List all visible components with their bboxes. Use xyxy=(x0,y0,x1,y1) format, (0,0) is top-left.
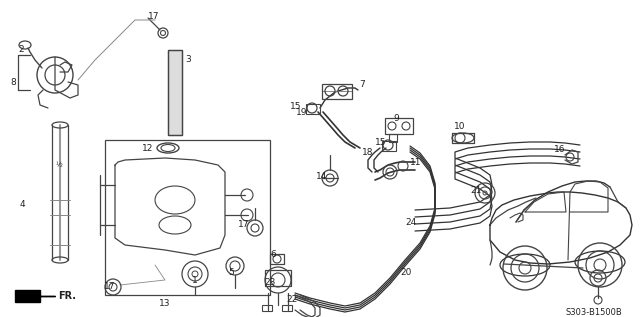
Text: 16: 16 xyxy=(554,145,566,154)
Text: 7: 7 xyxy=(359,80,365,89)
Text: 17: 17 xyxy=(104,282,115,291)
Text: 3: 3 xyxy=(185,55,191,64)
Text: 9: 9 xyxy=(393,114,399,123)
Text: ½: ½ xyxy=(56,162,63,168)
Polygon shape xyxy=(15,290,55,302)
Text: S303-B1500B: S303-B1500B xyxy=(565,308,621,317)
Text: 14: 14 xyxy=(316,172,328,181)
Text: 4: 4 xyxy=(20,200,26,209)
Bar xyxy=(168,50,182,135)
Text: 17: 17 xyxy=(148,12,159,21)
Text: 12: 12 xyxy=(142,144,154,153)
Text: 10: 10 xyxy=(454,122,465,131)
Text: 23: 23 xyxy=(264,278,275,287)
Text: 2: 2 xyxy=(18,45,24,54)
Text: 20: 20 xyxy=(400,268,412,277)
Bar xyxy=(306,104,320,114)
Text: 8: 8 xyxy=(10,78,16,87)
Bar xyxy=(270,254,284,264)
Text: FR.: FR. xyxy=(58,291,76,301)
Bar xyxy=(382,141,396,151)
Bar xyxy=(322,84,352,99)
Bar xyxy=(265,270,291,286)
Text: 1: 1 xyxy=(192,276,198,285)
Text: 22: 22 xyxy=(286,295,297,304)
Bar xyxy=(389,134,397,142)
Text: 19: 19 xyxy=(296,108,307,117)
Bar xyxy=(385,118,413,134)
Text: 15: 15 xyxy=(375,138,387,147)
Bar xyxy=(282,305,292,311)
Text: 11: 11 xyxy=(410,158,422,167)
Text: 18: 18 xyxy=(362,148,374,157)
Text: 6: 6 xyxy=(270,250,276,259)
Text: 5: 5 xyxy=(228,268,234,277)
Text: 17: 17 xyxy=(238,220,250,229)
Text: 21: 21 xyxy=(470,186,481,195)
Text: 13: 13 xyxy=(159,299,171,308)
Bar xyxy=(168,50,182,135)
Text: 15: 15 xyxy=(290,102,301,111)
Bar xyxy=(105,140,270,295)
Text: 24: 24 xyxy=(405,218,416,227)
Bar xyxy=(262,305,272,311)
